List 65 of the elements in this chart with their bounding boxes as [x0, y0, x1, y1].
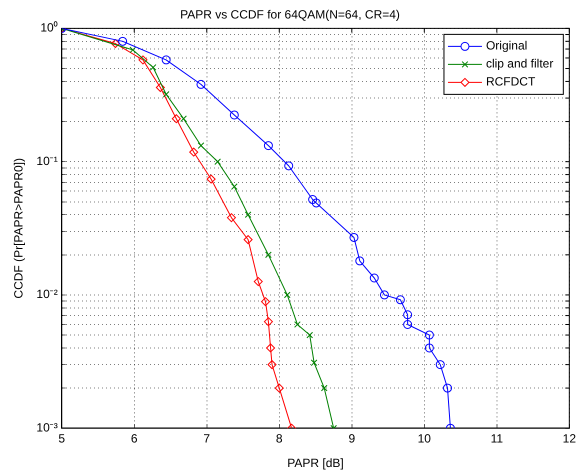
point — [310, 359, 318, 366]
point — [162, 91, 170, 98]
point — [138, 55, 148, 64]
point — [244, 211, 252, 218]
point — [306, 332, 314, 338]
y-tick-label: 10⁻² — [36, 287, 58, 302]
point — [265, 251, 272, 258]
point — [312, 198, 321, 208]
x-tick-label: 10 — [418, 432, 432, 446]
point — [370, 273, 379, 282]
point — [110, 39, 120, 48]
point — [424, 330, 434, 340]
x-tick-label: 6 — [130, 432, 138, 446]
point — [403, 320, 412, 329]
point — [162, 55, 171, 64]
point — [436, 360, 445, 370]
x-tick-label: 12 — [562, 432, 576, 446]
point — [264, 141, 273, 150]
legend-label: Original — [486, 38, 528, 53]
point — [261, 297, 270, 306]
point — [254, 277, 263, 286]
point — [180, 115, 187, 122]
chart-title: PAPR vs CCDF for 64QAM(N=64, CR=4) — [180, 8, 400, 22]
point — [355, 256, 364, 266]
x-tick-label: 8 — [276, 432, 283, 446]
point — [118, 36, 128, 46]
point — [230, 183, 238, 190]
point — [156, 83, 165, 92]
y-axis-title: CCDF (Pr[PAPR>PAPR0]) — [12, 158, 26, 299]
point — [150, 64, 156, 71]
point — [266, 343, 276, 352]
point — [320, 384, 328, 392]
point — [172, 114, 181, 124]
point — [284, 292, 291, 298]
point — [196, 80, 206, 89]
point — [268, 360, 277, 370]
x-axis-title: PAPR [dB] — [287, 456, 344, 470]
legend-label: RCFDCT — [486, 74, 536, 89]
point — [424, 343, 434, 352]
x-tick-label: 11 — [490, 432, 504, 446]
point — [396, 295, 405, 304]
x-tick-label: 5 — [58, 432, 66, 446]
x-tick-label: 9 — [348, 432, 356, 446]
point — [198, 142, 204, 149]
point — [230, 110, 239, 120]
point — [284, 161, 294, 170]
point — [129, 46, 136, 54]
point — [274, 384, 284, 393]
point — [308, 195, 318, 204]
point — [443, 384, 452, 393]
point — [264, 317, 273, 326]
y-tick-label: 10⁰ — [40, 20, 58, 35]
y-tick-label: 10⁻¹ — [36, 154, 58, 168]
point — [294, 321, 301, 328]
point — [226, 213, 236, 222]
point — [349, 232, 358, 242]
point — [214, 158, 221, 165]
point — [380, 290, 389, 300]
point — [206, 174, 216, 184]
point — [403, 310, 412, 320]
point — [189, 148, 198, 157]
point — [244, 235, 253, 244]
legend-label: clip and filter — [486, 56, 554, 71]
x-tick-label: 7 — [203, 432, 210, 446]
y-tick-label: 10⁻³ — [36, 420, 58, 435]
